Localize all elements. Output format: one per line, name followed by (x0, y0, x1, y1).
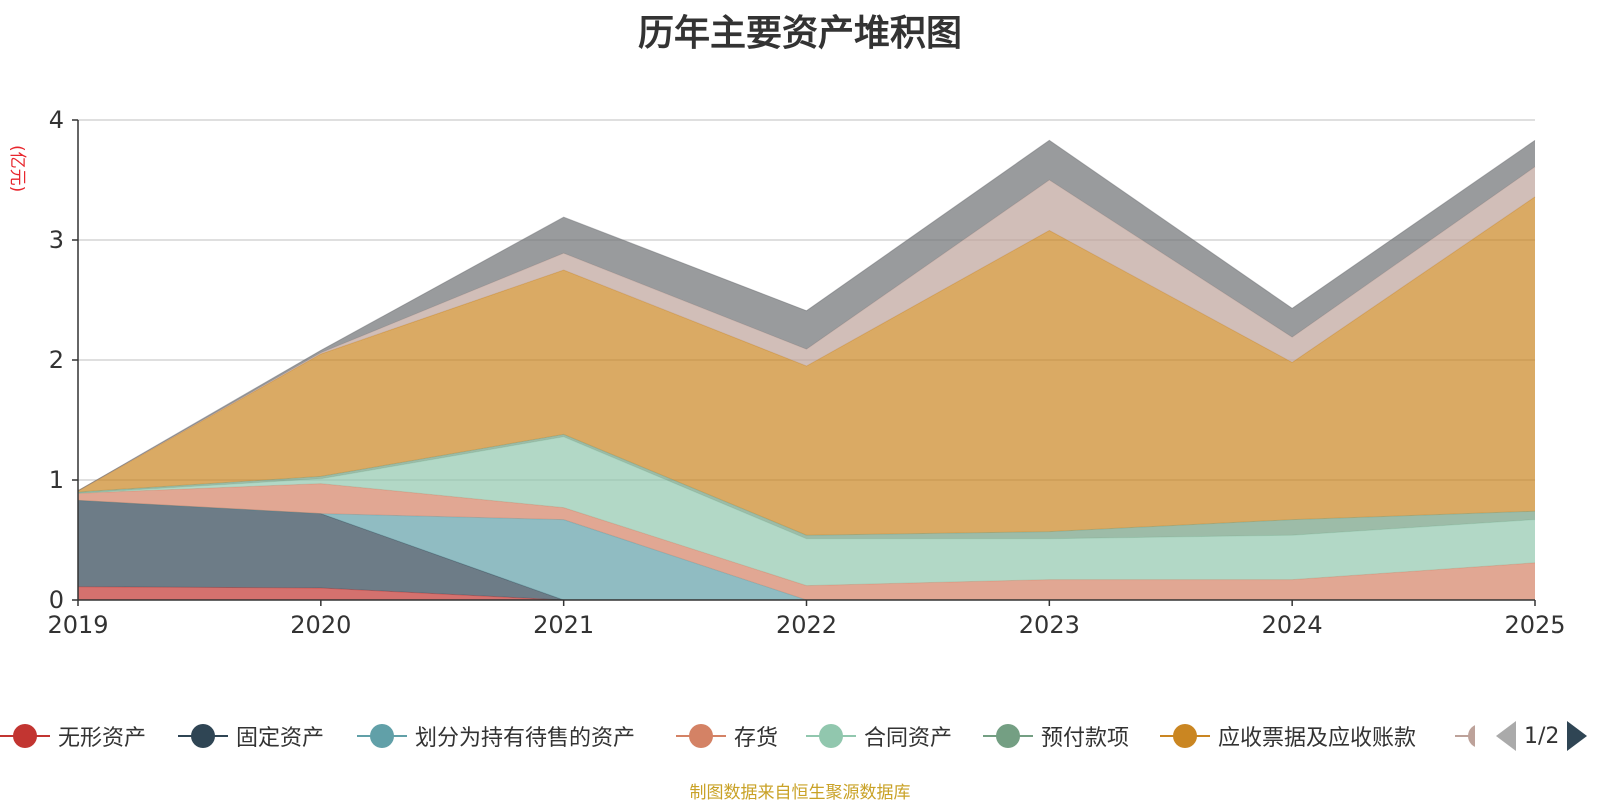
y-tick-label: 2 (49, 346, 64, 374)
tick-labels: 0 1 2 3 4 2019 2020 2021 2022 2023 2024 2025 (47, 106, 1565, 639)
legend-next-page-icon[interactable] (1567, 721, 1588, 751)
legend-swatch-icon (676, 724, 726, 748)
legend-label: 应收票据及应收账款 (1218, 726, 1417, 751)
x-tick-label: 2023 (1019, 611, 1080, 639)
source-note: 制图数据来自恒生聚源数据库 (689, 783, 911, 803)
legend-swatch-icon (0, 724, 50, 748)
y-tick-label: 0 (49, 586, 64, 614)
legend-label: 无形资产 (58, 726, 147, 751)
y-tick-label: 4 (49, 106, 64, 134)
legend-item[interactable]: 固定资产 (178, 718, 324, 754)
area-series-2 (78, 500, 1535, 600)
axes (72, 119, 1536, 606)
area-series-edge-8 (77, 139, 1536, 492)
legend-pager: 1/2 (1496, 718, 1588, 754)
legend-label: 合同资产 (864, 726, 953, 751)
area-series-1 (78, 500, 1535, 600)
x-tick-label: 2024 (1262, 611, 1323, 639)
legend-label: 预付款项 (1041, 726, 1130, 751)
legend-swatch-icon (357, 724, 407, 748)
x-tick-label: 2025 (1504, 611, 1565, 639)
legend-swatch-icon (1160, 724, 1210, 748)
y-tick-label: 1 (49, 466, 64, 494)
chart-plot: 0 1 2 3 4 2019 2020 2021 2022 2023 2024 2025 (47, 106, 1565, 639)
area-series-0 (78, 586, 1535, 600)
x-tick-label: 2019 (47, 611, 108, 639)
legend-swatch-icon (1455, 724, 1475, 748)
legend-item[interactable]: 合同资产 (806, 718, 952, 754)
legend-item[interactable]: 存货 (676, 718, 778, 754)
legend-item[interactable]: 无形资产 (0, 718, 146, 754)
legend-page-indicator: 1/2 (1524, 723, 1560, 749)
x-tick-label: 2022 (776, 611, 837, 639)
legend-item[interactable]: 划分为持有待售的资产 (357, 718, 635, 754)
legend-swatch-icon (178, 724, 228, 748)
chart-title: 历年主要资产堆积图 (637, 13, 962, 54)
area-series-8 (78, 140, 1535, 491)
x-tick-label: 2021 (533, 611, 594, 639)
area-series-4 (78, 436, 1535, 586)
legend-swatch-icon (983, 724, 1033, 748)
legend-label: 划分为持有待售的资产 (415, 726, 636, 751)
area-series-3 (78, 483, 1535, 600)
legend-label: 固定资产 (236, 726, 325, 751)
legend-label: 存货 (734, 726, 779, 751)
stacked-areas (77, 139, 1536, 601)
legend-swatch-icon (806, 724, 856, 748)
legend-item[interactable] (1455, 718, 1475, 754)
area-series-7 (78, 166, 1535, 491)
legend-item[interactable]: 预付款项 (983, 718, 1129, 754)
legend-item[interactable]: 应收票据及应收账款 (1160, 718, 1416, 754)
y-tick-label: 3 (49, 226, 64, 254)
area-series-5 (78, 434, 1535, 539)
legend: 无形资产 固定资产 划分为持有待售的资产 存货 合同资产 预付款项 应收票据及应收账款 (0, 718, 1475, 754)
x-tick-label: 2020 (290, 611, 351, 639)
legend-prev-page-icon[interactable] (1496, 721, 1516, 751)
